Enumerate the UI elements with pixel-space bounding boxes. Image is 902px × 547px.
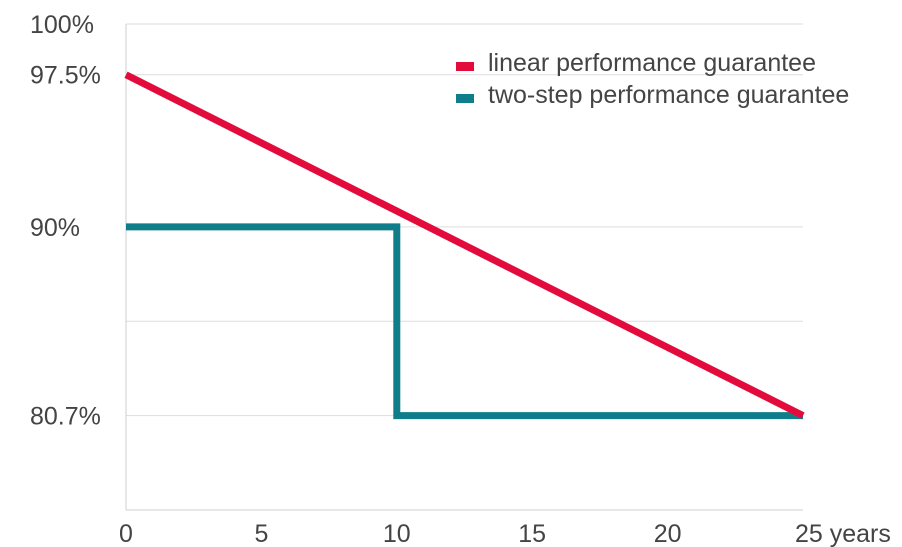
- axes: [125, 24, 803, 511]
- legend-label-two-step: two-step performance guarantee: [488, 81, 849, 109]
- x-tick-label: 10: [383, 520, 411, 547]
- series-line-linear: [124, 71, 805, 419]
- x-tick-label: 0: [119, 520, 133, 547]
- legend-swatch-two-step: [456, 94, 474, 103]
- y-tick-label: 100%: [30, 11, 94, 39]
- x-tick-label: 15: [518, 520, 546, 547]
- y-tick-label: 90%: [30, 214, 80, 242]
- x-axis-tick-labels: 0 5 10 15 20 25 years: [119, 520, 891, 547]
- y-tick-label: 97.5%: [30, 62, 101, 90]
- x-tick-label: 25 years: [795, 520, 891, 547]
- chart-legend: linear performance guarantee two-step pe…: [456, 49, 849, 109]
- series-line-two-step: [126, 223, 803, 420]
- x-tick-label: 5: [254, 520, 268, 547]
- x-tick-label: 20: [654, 520, 682, 547]
- legend-swatch-linear: [456, 62, 474, 71]
- data-series: [124, 71, 805, 420]
- y-axis-tick-labels: 100% 97.5% 90% 80.7%: [30, 11, 101, 431]
- y-tick-label: 80.7%: [30, 403, 101, 431]
- legend-label-linear: linear performance guarantee: [488, 49, 816, 77]
